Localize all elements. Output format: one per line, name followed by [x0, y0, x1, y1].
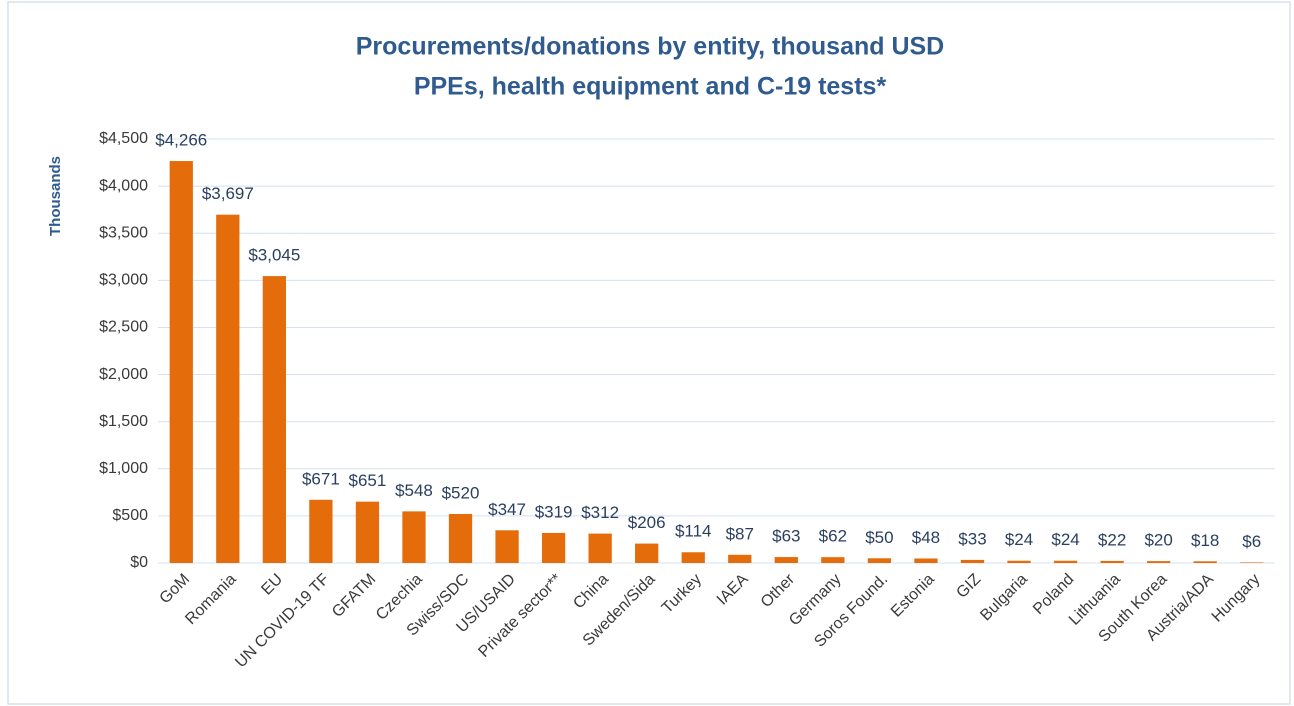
bar — [541, 532, 566, 563]
value-label: $671 — [302, 469, 340, 488]
chart-title: Procurements/donations by entity, thousa… — [356, 33, 945, 61]
bar — [495, 530, 519, 563]
value-label: $312 — [581, 503, 619, 522]
value-label: $63 — [772, 527, 800, 546]
value-label: $206 — [628, 513, 666, 532]
y-tick-label: $4,500 — [99, 130, 148, 147]
bar — [1193, 561, 1217, 563]
value-label: $24 — [1051, 530, 1079, 549]
chart-subtitle: PPEs, health equipment and C-19 tests* — [414, 73, 887, 101]
y-tick-label: $500 — [112, 507, 148, 524]
bar — [728, 554, 752, 563]
value-label: $24 — [1005, 530, 1033, 549]
value-label: $3,045 — [248, 246, 300, 265]
bar — [1007, 560, 1031, 563]
bar — [867, 558, 892, 563]
value-label: $520 — [442, 483, 480, 502]
y-tick-label: $3,000 — [99, 272, 148, 289]
bar — [1240, 562, 1264, 563]
y-tick-label: $1,500 — [99, 413, 148, 430]
bar — [402, 511, 426, 563]
value-label: $33 — [958, 529, 986, 548]
y-axis-label: Thousands — [47, 156, 64, 236]
bar — [821, 557, 845, 563]
y-tick-label: $0 — [130, 554, 148, 571]
bar — [169, 161, 193, 563]
value-label: $548 — [395, 481, 433, 500]
bar — [588, 533, 612, 563]
value-label: $347 — [488, 500, 526, 519]
bar — [355, 501, 380, 563]
bar — [309, 499, 333, 563]
value-label: $6 — [1242, 532, 1261, 551]
value-label: $87 — [726, 524, 754, 543]
bar — [1100, 560, 1124, 563]
y-tick-label: $4,000 — [99, 177, 148, 194]
value-label: $651 — [349, 471, 387, 490]
value-label: $48 — [912, 528, 940, 547]
y-tick-label: $1,000 — [99, 460, 148, 477]
bar — [960, 559, 985, 563]
y-tick-label: $3,500 — [99, 224, 148, 241]
value-label: $4,266 — [155, 131, 207, 150]
bar — [635, 543, 659, 563]
bar — [448, 514, 473, 563]
y-tick-label: $2,000 — [99, 366, 148, 383]
bar — [262, 276, 286, 563]
y-tick-label: $2,500 — [99, 319, 148, 336]
value-label: $22 — [1098, 530, 1126, 549]
bar — [774, 557, 798, 563]
bar — [681, 552, 705, 563]
value-label: $50 — [865, 528, 893, 547]
bar — [1053, 560, 1078, 563]
bar — [914, 558, 938, 563]
value-label: $20 — [1144, 531, 1172, 550]
value-label: $3,697 — [202, 184, 254, 203]
value-label: $62 — [819, 527, 847, 546]
bar — [1147, 561, 1171, 563]
value-label: $18 — [1191, 531, 1219, 550]
bar — [216, 214, 240, 563]
value-label: $319 — [535, 502, 573, 521]
value-label: $114 — [675, 522, 712, 541]
